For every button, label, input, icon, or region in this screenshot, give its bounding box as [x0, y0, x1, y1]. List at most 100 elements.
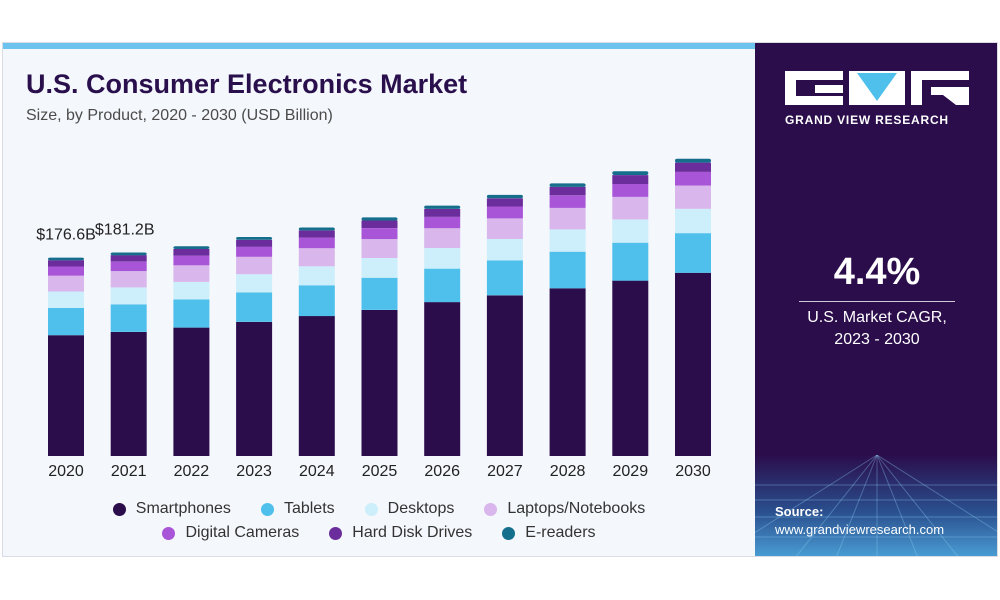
bar-2030-digital-cameras	[675, 171, 711, 186]
bar-2027-smartphones	[486, 295, 523, 456]
bar-2024-e-readers	[298, 227, 335, 231]
bar-2024-digital-cameras	[298, 237, 335, 249]
bar-2024-hard-disk-drives	[298, 230, 335, 238]
legend-label-e-readers: E-readers	[525, 524, 596, 541]
bar-2029-e-readers	[612, 171, 649, 175]
legend-label-desktops: Desktops	[387, 500, 455, 517]
bar-2020-tablets	[48, 307, 84, 336]
x-tick-label-2020: 2020	[48, 463, 84, 480]
bar-2022-laptops-notebooks	[173, 265, 210, 282]
data-label-2021: $181.2B	[95, 222, 155, 239]
legend-swatch-digital-cameras	[162, 526, 176, 540]
chart-subtitle: Size, by Product, 2020 - 2030 (USD Billi…	[26, 107, 333, 124]
bar-2029-hard-disk-drives	[612, 175, 649, 184]
x-tick-label-2025: 2025	[362, 463, 398, 480]
bar-2025-laptops-notebooks	[361, 239, 398, 258]
bar-2022-smartphones	[173, 327, 210, 456]
bar-2026-e-readers	[424, 205, 461, 209]
bar-2027-hard-disk-drives	[486, 198, 523, 207]
bar-2028-e-readers	[549, 183, 586, 187]
bar-2025-smartphones	[361, 310, 398, 456]
bar-2021-laptops-notebooks	[110, 271, 147, 288]
bar-2029-desktops	[612, 219, 649, 243]
bar-2030-tablets	[675, 233, 711, 273]
x-tick-label-2021: 2021	[111, 463, 147, 480]
legend-row-2: Digital Cameras Hard Disk Drives E-reade…	[3, 521, 755, 545]
cagr-period: 2023 - 2030	[834, 331, 920, 348]
bar-2021-tablets	[110, 304, 147, 332]
bar-2027-desktops	[486, 239, 523, 261]
infographic-card: U.S. Consumer Electronics Market Size, b…	[2, 42, 998, 557]
bar-2029-tablets	[612, 242, 649, 281]
bar-2026-smartphones	[424, 302, 461, 456]
bar-2025-tablets	[361, 277, 398, 310]
bar-2022-e-readers	[173, 246, 210, 249]
bar-2029-smartphones	[612, 280, 649, 456]
bar-2030-smartphones	[675, 272, 711, 456]
legend-swatch-hard-disk-drives	[329, 526, 343, 540]
bar-2023-desktops	[236, 274, 273, 293]
bar-2020-hard-disk-drives	[48, 260, 84, 267]
bar-2021-e-readers	[110, 252, 147, 256]
grid-background-graphic	[755, 455, 997, 556]
bar-2028-hard-disk-drives	[549, 186, 586, 196]
x-tick-label-2024: 2024	[299, 463, 335, 480]
bar-2021-desktops	[110, 287, 147, 305]
legend-item-desktops: Desktops	[364, 500, 455, 518]
legend-item-tablets: Tablets	[260, 500, 335, 518]
bar-2026-hard-disk-drives	[424, 208, 461, 217]
bar-2022-desktops	[173, 281, 210, 300]
bar-2028-desktops	[549, 229, 586, 252]
bar-2027-laptops-notebooks	[486, 218, 523, 239]
legend-item-hard-disk-drives: Hard Disk Drives	[329, 524, 472, 542]
x-tick-label-2029: 2029	[613, 463, 649, 480]
bar-2030-e-readers	[675, 158, 711, 163]
legend-swatch-desktops	[364, 502, 378, 516]
bar-2023-hard-disk-drives	[236, 239, 273, 247]
bar-2028-laptops-notebooks	[549, 207, 586, 230]
legend-item-digital-cameras: Digital Cameras	[162, 524, 299, 542]
cagr-label: U.S. Market CAGR,	[807, 309, 947, 326]
gvr-logo-icon	[785, 71, 969, 105]
data-label-2020: $176.6B	[36, 227, 96, 244]
x-tick-label-2022: 2022	[174, 463, 210, 480]
bar-2028-digital-cameras	[549, 195, 586, 208]
x-tick-label-2026: 2026	[424, 463, 460, 480]
x-tick-label-2023: 2023	[236, 463, 272, 480]
bar-2020-smartphones	[48, 335, 84, 456]
legend-label-hard-disk-drives: Hard Disk Drives	[352, 524, 473, 541]
bar-2020-e-readers	[48, 257, 84, 261]
legend-swatch-smartphones	[112, 502, 126, 516]
bar-2021-digital-cameras	[110, 261, 147, 272]
grand-view-research-logo: GRAND VIEW RESEARCH	[785, 71, 969, 127]
bar-2024-laptops-notebooks	[298, 248, 335, 267]
chart-title: U.S. Consumer Electronics Market	[26, 69, 468, 99]
bar-2021-hard-disk-drives	[110, 255, 147, 262]
bar-2022-digital-cameras	[173, 255, 210, 266]
bar-2020-laptops-notebooks	[48, 275, 84, 292]
bar-2030-laptops-notebooks	[675, 185, 711, 209]
brand-name: GRAND VIEW RESEARCH	[785, 113, 949, 127]
bar-2020-desktops	[48, 291, 84, 308]
bar-2026-desktops	[424, 248, 461, 269]
chart-legend: Smartphones Tablets Desktops Laptops/Not…	[3, 497, 755, 545]
legend-item-smartphones: Smartphones	[112, 500, 231, 518]
legend-swatch-e-readers	[502, 526, 516, 540]
brand-panel: GRAND VIEW RESEARCH 4.4% U.S. Market CAG…	[755, 43, 997, 556]
bar-2027-e-readers	[486, 194, 523, 199]
legend-item-e-readers: E-readers	[502, 524, 596, 542]
bar-2020-digital-cameras	[48, 266, 84, 276]
x-tick-label-2028: 2028	[550, 463, 586, 480]
bar-2023-digital-cameras	[236, 246, 273, 257]
bar-2024-desktops	[298, 266, 335, 286]
bar-2025-desktops	[361, 258, 398, 278]
bar-2030-hard-disk-drives	[675, 162, 711, 172]
bar-2023-tablets	[236, 292, 273, 322]
bar-2025-e-readers	[361, 217, 398, 221]
source-url: www.grandviewresearch.com	[775, 522, 945, 537]
stacked-bar-chart: 2020 $176.6B 2021 $181.2B 2022 2023 2024 2025 20…	[36, 158, 711, 480]
bar-2028-tablets	[549, 251, 586, 289]
cagr-value: 4.4%	[833, 251, 921, 293]
bar-2028-smartphones	[549, 288, 586, 456]
bar-2026-laptops-notebooks	[424, 228, 461, 248]
